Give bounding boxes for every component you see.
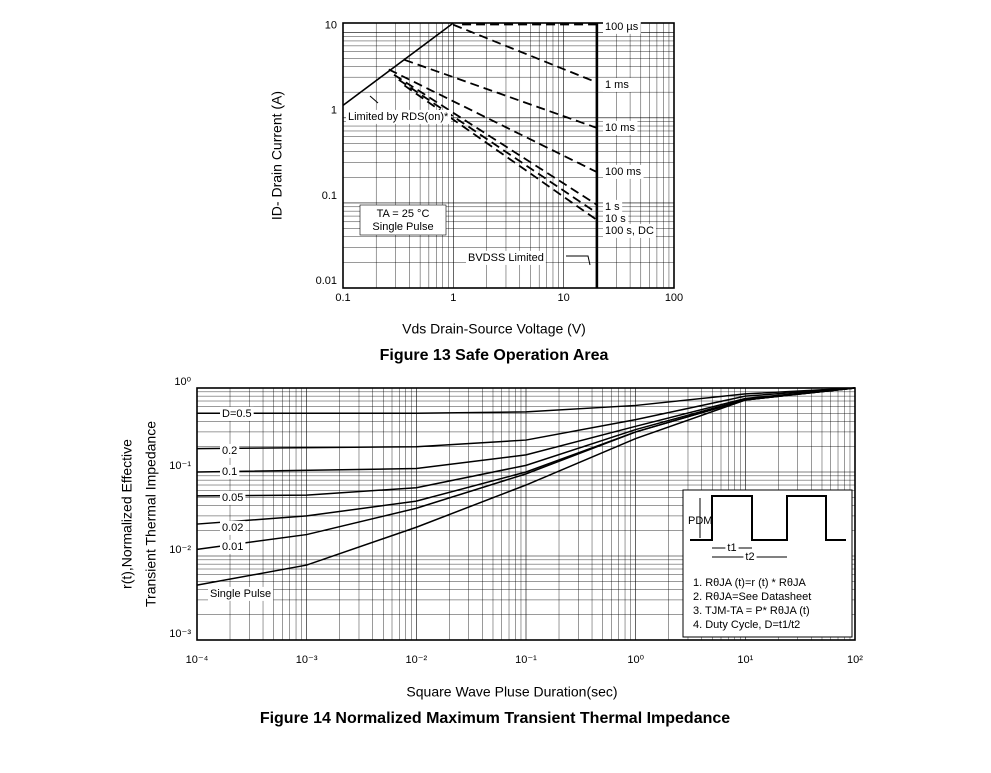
label-background bbox=[603, 77, 632, 92]
label-background bbox=[346, 109, 451, 124]
series-label: 1 s bbox=[605, 201, 620, 213]
y-tick-label: 10⁻² bbox=[169, 544, 191, 556]
y-tick-label: 10⁻¹ bbox=[169, 460, 191, 472]
series-label: Limited by RDS(on)* bbox=[348, 111, 449, 123]
t1-label: t1 bbox=[727, 542, 736, 554]
plot-frame bbox=[342, 22, 675, 289]
series-label: 0.2 bbox=[222, 445, 237, 457]
x-tick-label: 10⁻² bbox=[405, 654, 427, 666]
series-line bbox=[452, 23, 598, 84]
label-background bbox=[743, 549, 757, 564]
series-label: 0.1 bbox=[222, 466, 237, 478]
series-label: 0.05 bbox=[222, 492, 243, 504]
x-tick-label: 10⁻¹ bbox=[515, 654, 537, 666]
series-label: 1 ms bbox=[605, 79, 629, 91]
series-line bbox=[196, 387, 856, 586]
x-tick-label: 100 bbox=[665, 292, 683, 304]
series-label: 100 ms bbox=[605, 166, 642, 178]
series-line bbox=[197, 387, 856, 415]
arrow bbox=[369, 95, 379, 104]
inset-note: 3. TJM-TA = P* RθJA (t) bbox=[693, 605, 810, 617]
label-background bbox=[603, 211, 629, 226]
series-line bbox=[342, 22, 454, 107]
series-label: BVDSS Limited bbox=[468, 252, 544, 264]
annotation: Single Pulse bbox=[372, 221, 433, 233]
x-tick-label: 10² bbox=[847, 654, 863, 666]
label-background bbox=[466, 250, 546, 265]
series-label: 0.02 bbox=[222, 522, 243, 534]
x-tick-label: 10⁻³ bbox=[296, 654, 318, 666]
annotation: TA = 25 °C bbox=[377, 208, 430, 220]
series-label: 10 s bbox=[605, 213, 626, 225]
y-axis-label: r(t),Normalized Effective bbox=[119, 439, 135, 589]
series-label: 100 s, DC bbox=[605, 225, 654, 237]
inset-note: 4. Duty Cycle, D=t1/t2 bbox=[693, 619, 800, 631]
x-tick-label: 10⁻⁴ bbox=[186, 654, 209, 666]
y-tick-label: 10 bbox=[325, 20, 337, 32]
x-tick-label: 0.1 bbox=[335, 292, 350, 304]
series-label: Single Pulse bbox=[210, 588, 271, 600]
label-background bbox=[208, 586, 274, 601]
caption: Figure 13 Safe Operation Area bbox=[380, 347, 609, 364]
series-line bbox=[388, 68, 598, 173]
x-axis-label: Square Wave Pluse Duration(sec) bbox=[406, 684, 617, 700]
label-background bbox=[603, 199, 623, 214]
series-label: 10 ms bbox=[605, 122, 635, 134]
series-label: 0.01 bbox=[222, 541, 243, 553]
label-background bbox=[220, 520, 246, 535]
y-tick-label: 10⁻³ bbox=[169, 628, 191, 640]
arrow bbox=[566, 255, 591, 266]
label-background bbox=[220, 406, 254, 421]
y-tick-label: 0.1 bbox=[322, 190, 337, 202]
x-tick-label: 10⁰ bbox=[627, 654, 644, 666]
series-line bbox=[393, 74, 598, 206]
series-line bbox=[403, 84, 598, 221]
label-background bbox=[220, 539, 246, 554]
series-line bbox=[398, 78, 598, 214]
series-line bbox=[196, 387, 856, 473]
series-label: 100 µs bbox=[605, 21, 639, 33]
x-tick-label: 10 bbox=[558, 292, 570, 304]
y-axis-label: Transient Thermal Impedance bbox=[143, 421, 159, 607]
y-tick-label: 1 bbox=[331, 105, 337, 117]
label-background bbox=[603, 19, 641, 34]
inset-note: 1. RθJA (t)=r (t) * RθJA bbox=[693, 577, 806, 589]
label-background bbox=[603, 164, 644, 179]
caption: Figure 14 Normalized Maximum Transient T… bbox=[260, 710, 730, 727]
x-axis-label: Vds Drain-Source Voltage (V) bbox=[402, 321, 586, 337]
label-background bbox=[725, 540, 739, 555]
annotation-box bbox=[359, 204, 447, 236]
inset-note: 2. RθJA=See Datasheet bbox=[693, 591, 811, 603]
plot-frame bbox=[196, 387, 856, 641]
label-background bbox=[220, 490, 246, 505]
series-line bbox=[196, 387, 856, 450]
y-tick-label: 10⁰ bbox=[174, 376, 191, 388]
label-background bbox=[603, 120, 638, 135]
label-background bbox=[220, 443, 240, 458]
pdm-label: PDM bbox=[688, 515, 712, 527]
series-label: D=0.5 bbox=[222, 408, 252, 420]
x-tick-label: 1 bbox=[450, 292, 456, 304]
series-line bbox=[404, 58, 598, 129]
y-tick-label: 0.01 bbox=[316, 275, 337, 287]
label-background bbox=[220, 464, 240, 479]
waveform bbox=[690, 495, 846, 541]
x-tick-label: 10¹ bbox=[737, 654, 753, 666]
y-axis-label: ID- Drain Current (A) bbox=[269, 91, 285, 220]
t2-label: t2 bbox=[745, 551, 754, 563]
label-background bbox=[603, 223, 656, 238]
